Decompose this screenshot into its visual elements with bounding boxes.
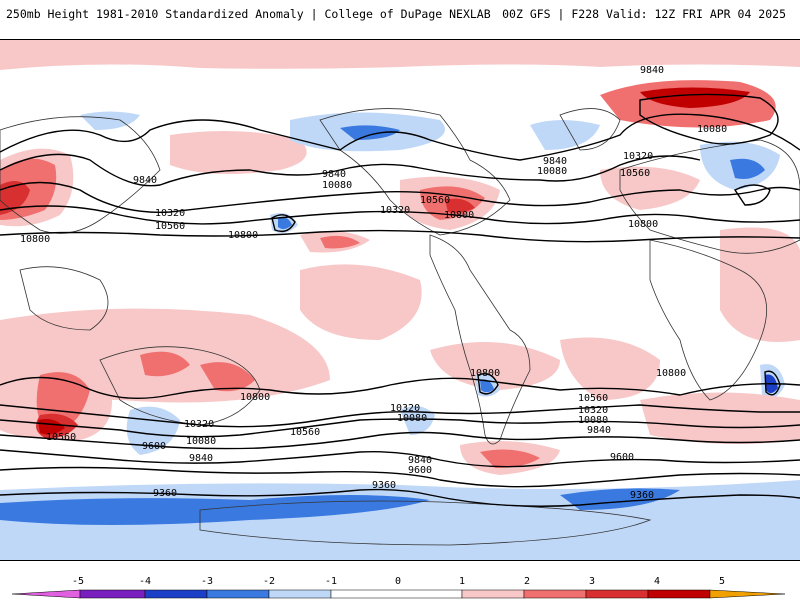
contour-label: 10800 xyxy=(240,392,270,403)
contour-label: 9840 xyxy=(408,455,432,466)
colorbar-tick-label: 3 xyxy=(589,576,595,587)
contour-label: 10800 xyxy=(628,219,658,230)
contour-label: 10080 xyxy=(537,166,567,177)
colorbar-tick-label: 0 xyxy=(395,576,401,587)
contour-label: 9600 xyxy=(142,441,166,452)
contour-label: 9840 xyxy=(189,453,213,464)
contour-label: 10080 xyxy=(322,180,352,191)
colorbar-tick-label: -4 xyxy=(139,576,151,587)
contour-label: 10080 xyxy=(578,415,608,426)
colorbar-segment-p3 xyxy=(585,589,649,599)
contour-label: 10800 xyxy=(656,368,686,379)
contour-label: 9360 xyxy=(153,488,177,499)
contour-label: 10320 xyxy=(184,419,214,430)
coastlines xyxy=(0,108,800,546)
world-map: 9840 10080 9840 10320 10560 10800 9840 1… xyxy=(0,39,800,561)
colorbar-tick-label: -3 xyxy=(201,576,213,587)
colorbar-tick-label: -5 xyxy=(72,576,84,587)
contour-label: 9840 xyxy=(322,169,346,180)
colorbar: -5 -4 -3 -2 -1 0 1 2 3 4 5 xyxy=(0,568,800,600)
colorbar-canvas: -5 -4 -3 -2 -1 0 1 2 3 4 5 xyxy=(11,576,786,599)
contour-label-group: 9840 10080 9840 10320 10560 10800 9840 1… xyxy=(20,65,727,501)
contour-label: 10800 xyxy=(444,210,474,221)
contour-label: 10560 xyxy=(46,432,76,443)
colorbar-segment-p1 xyxy=(461,589,525,599)
contour-label: 9840 xyxy=(543,156,567,167)
map-canvas: 9840 10080 9840 10320 10560 10800 9840 1… xyxy=(0,40,800,560)
contour-label: 9840 xyxy=(640,65,664,76)
contour-label: 10560 xyxy=(620,168,650,179)
colorbar-tick-label: 1 xyxy=(459,576,465,587)
colorbar-segment-p4 xyxy=(647,589,711,599)
model-valid-time: 00Z GFS | F228 Valid: 12Z FRI APR 04 202… xyxy=(502,7,786,21)
anomaly-shading xyxy=(0,40,800,560)
contour-label: 9840 xyxy=(133,175,157,186)
contour-label: 10560 xyxy=(420,195,450,206)
colorbar-tick-label: -1 xyxy=(325,576,337,587)
contour-label: 10800 xyxy=(20,234,50,245)
colorbar-segment-n2 xyxy=(206,589,270,599)
contour-label: 9360 xyxy=(630,490,654,501)
colorbar-tick-label: -2 xyxy=(263,576,275,587)
contour-label: 10560 xyxy=(155,221,185,232)
colorbar-tick-label: 4 xyxy=(654,576,660,587)
colorbar-segment-zero xyxy=(330,589,463,599)
contour-label: 10320 xyxy=(578,405,608,416)
contour-label: 9360 xyxy=(372,480,396,491)
colorbar-tick-label: 2 xyxy=(524,576,530,587)
contour-label: 9600 xyxy=(408,465,432,476)
contour-label: 10320 xyxy=(390,403,420,414)
height-contours xyxy=(0,93,800,507)
contour-label: 10080 xyxy=(697,124,727,135)
contour-label: 10560 xyxy=(290,427,320,438)
contour-label: 10080 xyxy=(397,413,427,424)
colorbar-segment-n4 xyxy=(79,589,146,599)
contour-label: 10320 xyxy=(623,151,653,162)
contour-label: 9840 xyxy=(587,425,611,436)
colorbar-segment-n3 xyxy=(144,589,208,599)
contour-label: 10320 xyxy=(380,205,410,216)
colorbar-segment-p2 xyxy=(523,589,587,599)
colorbar-segment-n1 xyxy=(268,589,332,599)
contour-label: 10080 xyxy=(186,436,216,447)
colorbar-segment-p5 xyxy=(709,589,786,599)
colorbar-segment-n5 xyxy=(11,589,81,599)
map-header: 250mb Height 1981-2010 Standardized Anom… xyxy=(0,0,800,30)
colorbar-tick-label: 5 xyxy=(719,576,725,587)
map-title: 250mb Height 1981-2010 Standardized Anom… xyxy=(6,7,491,21)
contour-label: 10560 xyxy=(578,393,608,404)
contour-label: 10800 xyxy=(470,368,500,379)
contour-label: 10800 xyxy=(228,230,258,241)
contour-label: 9600 xyxy=(610,452,634,463)
contour-label: 10320 xyxy=(155,208,185,219)
